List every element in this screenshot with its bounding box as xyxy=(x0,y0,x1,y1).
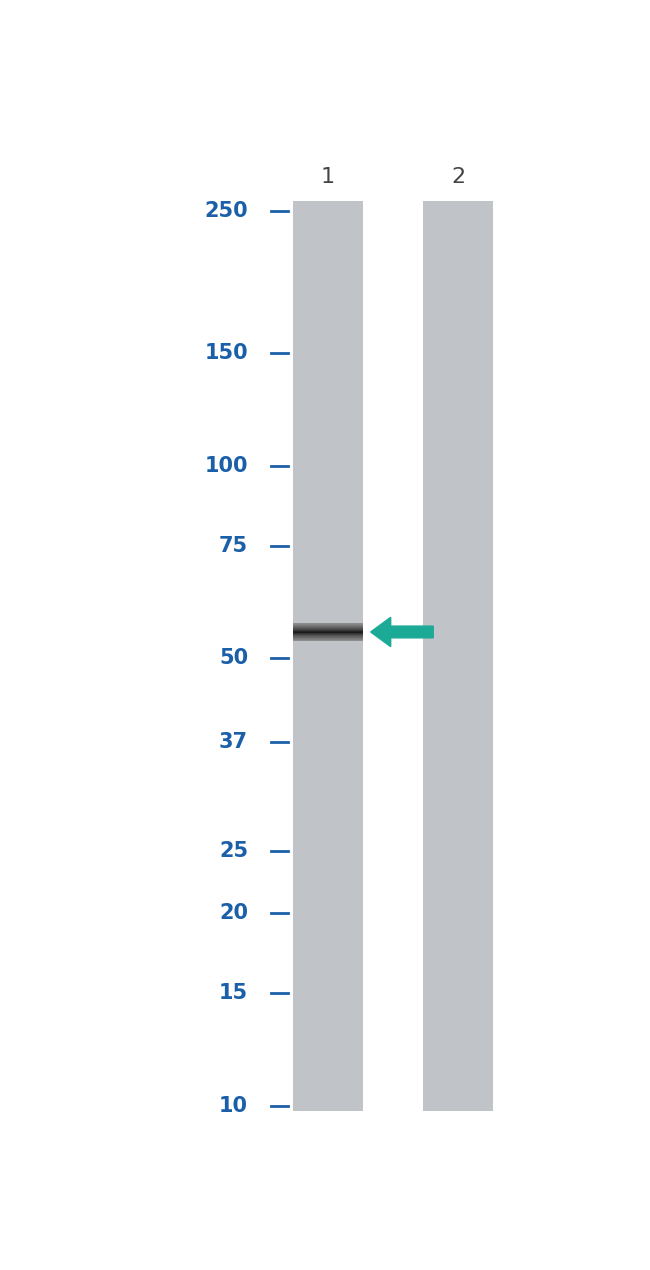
Text: 10: 10 xyxy=(219,1096,248,1116)
Text: 37: 37 xyxy=(219,733,248,752)
Text: 50: 50 xyxy=(219,649,248,668)
Text: 15: 15 xyxy=(219,983,248,1003)
Text: 2: 2 xyxy=(451,166,465,187)
Text: 100: 100 xyxy=(205,456,248,476)
Text: 75: 75 xyxy=(219,536,248,556)
Text: 150: 150 xyxy=(204,343,248,363)
Bar xyxy=(423,202,493,1111)
Text: 20: 20 xyxy=(219,903,248,923)
Text: 1: 1 xyxy=(321,166,335,187)
Text: 250: 250 xyxy=(204,201,248,221)
FancyArrow shape xyxy=(370,617,433,646)
Text: 25: 25 xyxy=(219,841,248,861)
Bar xyxy=(293,202,363,1111)
